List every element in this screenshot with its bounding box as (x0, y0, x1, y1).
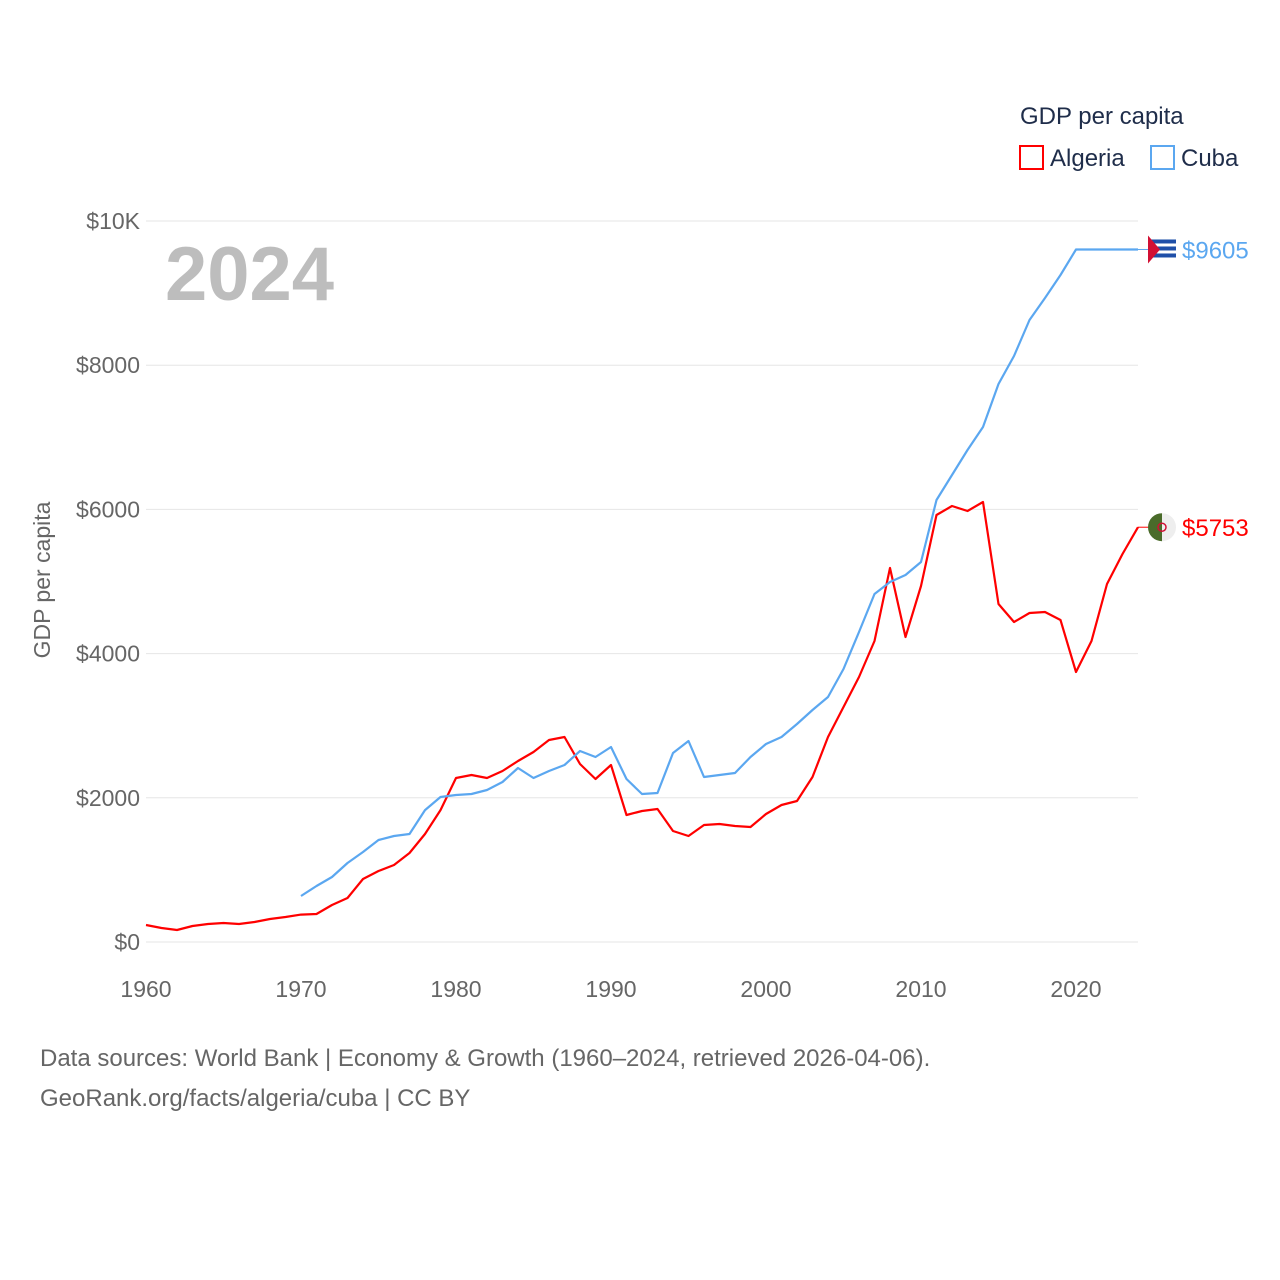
cuba-flag-stripe (1148, 246, 1176, 251)
gridlines (146, 220, 1138, 943)
y-tick-label: $6000 (76, 496, 140, 522)
legend-label-algeria: Algeria (1050, 145, 1125, 172)
cuba-flag-stripe (1148, 253, 1176, 258)
y-tick-label: $0 (114, 929, 140, 955)
legend-title: GDP per capita (1020, 103, 1184, 130)
algeria-flag-white (1162, 513, 1176, 542)
cuba-flag-stripe (1148, 239, 1176, 244)
series-lines (145, 248, 1139, 932)
series-line-algeria (145, 500, 1139, 932)
year-watermark: 2024 (165, 232, 334, 317)
y-axis-ticks: $0 $2000 $4000 $6000 $8000 $10K (76, 208, 141, 955)
x-tick-label: 1980 (430, 976, 481, 1002)
y-tick-label: $4000 (76, 641, 140, 667)
y-axis-title: GDP per capita (29, 501, 55, 658)
y-tick-label: $10K (86, 208, 140, 234)
legend: GDP per capita Algeria Cuba (1019, 103, 1239, 172)
x-tick-label: 1990 (585, 976, 636, 1002)
x-tick-label: 1970 (275, 976, 326, 1002)
legend-swatch-algeria (1019, 145, 1044, 170)
algeria-crescent (1157, 522, 1167, 532)
series-line-cuba (300, 248, 1138, 897)
algeria-flag-icon (1148, 513, 1162, 542)
legend-swatch-cuba (1150, 145, 1175, 170)
y-tick-label: $8000 (76, 352, 140, 378)
x-tick-label: 2000 (740, 976, 791, 1002)
x-axis-ticks: 1960 1970 1980 1990 2000 2010 2020 (120, 976, 1101, 1002)
legend-label-cuba: Cuba (1181, 145, 1239, 172)
footer-attribution: GeoRank.org/facts/algeria/cuba | CC BY (40, 1085, 471, 1112)
x-tick-label: 1960 (120, 976, 171, 1002)
end-value-label-cuba: $9605 (1182, 237, 1249, 264)
end-labels: $5753 $9605 (1138, 235, 1249, 542)
cuba-flag-triangle (1148, 235, 1160, 264)
y-tick-label: $2000 (76, 785, 140, 811)
end-value-label-algeria: $5753 (1182, 515, 1249, 542)
x-tick-label: 2010 (895, 976, 946, 1002)
footer-sources: Data sources: World Bank | Economy & Gro… (40, 1045, 931, 1072)
x-tick-label: 2020 (1050, 976, 1101, 1002)
